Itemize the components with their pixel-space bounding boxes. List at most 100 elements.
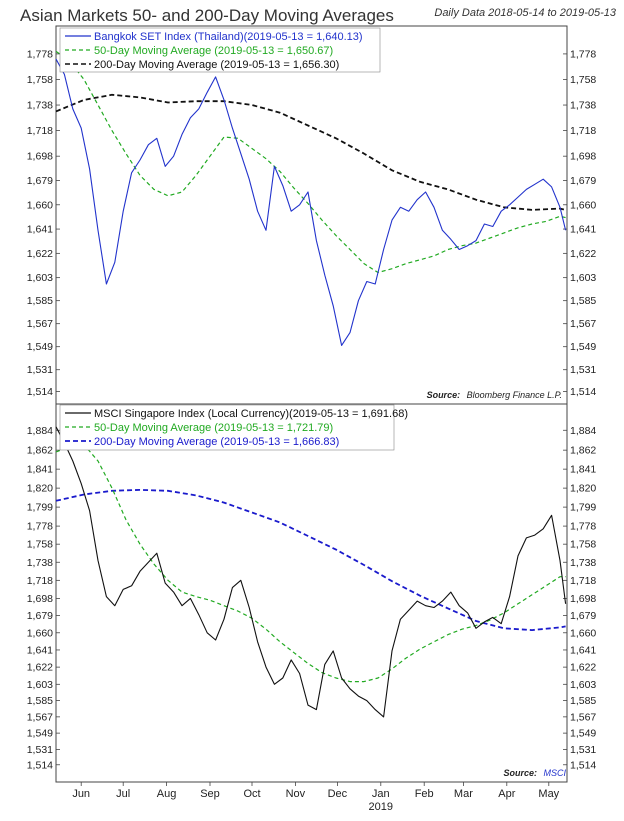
y-tick-label-left: 1,758	[27, 539, 53, 551]
y-tick-label-left: 1,799	[27, 502, 53, 514]
y-tick-label-right: 1,679	[570, 610, 596, 622]
series-line-top-1	[55, 50, 566, 274]
x-tick-label: Jan	[372, 788, 390, 800]
top-source-label: Source:	[427, 390, 461, 400]
y-tick-label-left: 1,585	[27, 695, 53, 707]
top-source-note: Source: Bloomberg Finance L.P.	[427, 390, 562, 400]
y-tick-label-left: 1,679	[27, 610, 53, 622]
y-tick-label-left: 1,622	[27, 248, 53, 260]
y-tick-label-left: 1,567	[27, 711, 53, 723]
y-tick-label-left: 1,641	[27, 224, 53, 236]
y-tick-label-right: 1,514	[570, 386, 596, 398]
series-line-top-2	[55, 93, 566, 211]
y-tick-label-left: 1,660	[27, 199, 53, 211]
y-tick-label-right: 1,567	[570, 711, 596, 723]
y-tick-label-left: 1,698	[27, 593, 53, 605]
y-tick-label-right: 1,718	[570, 575, 596, 587]
y-tick-label-right: 1,622	[570, 248, 596, 260]
y-tick-label-left: 1,531	[27, 744, 53, 756]
y-tick-label-right: 1,641	[570, 224, 596, 236]
y-tick-label-left: 1,549	[27, 728, 53, 740]
y-tick-label-left: 1,514	[27, 759, 53, 771]
x-tick-label: Dec	[328, 788, 348, 800]
y-tick-label-right: 1,820	[570, 483, 596, 495]
bottom-source-value: MSCI	[544, 768, 567, 778]
y-tick-label-right: 1,585	[570, 295, 596, 307]
y-tick-label-left: 1,549	[27, 341, 53, 353]
y-tick-label-left: 1,660	[27, 627, 53, 639]
x-tick-label: Nov	[286, 788, 306, 800]
y-tick-label-right: 1,660	[570, 627, 596, 639]
y-tick-label-left: 1,679	[27, 175, 53, 187]
bottom-plot-area	[55, 426, 567, 718]
y-tick-label-right: 1,758	[570, 539, 596, 551]
legend-200day-bottom: 200-Day Moving Average (2019-05-13 = 1,6…	[94, 436, 339, 448]
x-tick-label: Jun	[72, 788, 90, 800]
y-tick-label-right: 1,841	[570, 464, 596, 476]
y-tick-label-right: 1,514	[570, 759, 596, 771]
top-left-axis: 1,514 1,531 1,549 1,567 1,585 1,603 1,622 1,641…	[27, 48, 60, 398]
y-tick-label-left: 1,641	[27, 644, 53, 656]
y-tick-label-left: 1,531	[27, 364, 53, 376]
bottom-left-axis: 1,514 1,531 1,549 1,567 1,585 1,603 1,622 1,641…	[27, 425, 60, 771]
y-tick-label-right: 1,585	[570, 695, 596, 707]
legend-50day-top: 50-Day Moving Average (2019-05-13 = 1,65…	[94, 45, 333, 57]
x-year-label: 2019	[369, 801, 393, 813]
y-tick-label-left: 1,820	[27, 483, 53, 495]
y-tick-label-right: 1,698	[570, 151, 596, 163]
x-tick-label: Sep	[200, 788, 220, 800]
bottom-source-label: Source:	[503, 768, 537, 778]
bottom-source-note: Source: MSCI	[503, 768, 566, 778]
y-tick-label-right: 1,641	[570, 644, 596, 656]
y-tick-label-right: 1,778	[570, 521, 596, 533]
series-line-bot-2	[55, 488, 566, 631]
x-tick-label: Aug	[157, 788, 177, 800]
y-tick-label-right: 1,778	[570, 48, 596, 60]
y-tick-label-right: 1,603	[570, 272, 596, 284]
y-tick-label-left: 1,567	[27, 318, 53, 330]
bottom-panel-frame	[55, 403, 568, 783]
y-tick-label-left: 1,514	[27, 386, 53, 398]
series-line-bot-1	[55, 444, 566, 683]
y-tick-label-left: 1,841	[27, 464, 53, 476]
y-tick-label-left: 1,778	[27, 521, 53, 533]
y-tick-label-left: 1,603	[27, 679, 53, 691]
y-tick-label-right: 1,862	[570, 445, 596, 457]
y-tick-label-left: 1,603	[27, 272, 53, 284]
series-line-bot-0	[55, 426, 567, 718]
y-tick-label-right: 1,758	[570, 74, 596, 86]
top-right-axis: 1,514 1,531 1,549 1,567 1,585 1,603 1,622 1,641…	[563, 48, 596, 398]
x-tick-label: Oct	[243, 788, 260, 800]
top-source-value: Bloomberg Finance L.P.	[467, 390, 562, 400]
legend-bangkok-set: Bangkok SET Index (Thailand)(2019-05-13 …	[94, 31, 363, 43]
y-tick-label-right: 1,738	[570, 100, 596, 112]
x-tick-label: Apr	[498, 788, 515, 800]
y-tick-label-right: 1,698	[570, 593, 596, 605]
y-tick-label-right: 1,549	[570, 341, 596, 353]
legend-msci-singapore: MSCI Singapore Index (Local Currency)(20…	[94, 408, 408, 420]
y-tick-label-left: 1,718	[27, 125, 53, 137]
y-tick-label-left: 1,718	[27, 575, 53, 587]
y-tick-label-right: 1,718	[570, 125, 596, 137]
y-tick-label-left: 1,622	[27, 662, 53, 674]
bottom-legend: MSCI Singapore Index (Local Currency)(20…	[65, 408, 408, 448]
y-tick-label-left: 1,884	[27, 425, 53, 437]
y-tick-label-right: 1,799	[570, 502, 596, 514]
x-tick-label: Jul	[116, 788, 130, 800]
x-tick-label: May	[538, 788, 559, 800]
y-tick-label-left: 1,862	[27, 445, 53, 457]
y-tick-label-left: 1,758	[27, 74, 53, 86]
y-tick-label-left: 1,778	[27, 48, 53, 60]
x-axis: Jun Jul Aug Sep Oct Nov Dec Jan Feb Mar Apr May 2019	[72, 782, 560, 813]
y-tick-label-right: 1,567	[570, 318, 596, 330]
chart-title: Asian Markets 50- and 200-Day Moving Ave…	[20, 6, 394, 25]
y-tick-label-right: 1,679	[570, 175, 596, 187]
y-tick-label-left: 1,698	[27, 151, 53, 163]
legend-50day-bottom: 50-Day Moving Average (2019-05-13 = 1,72…	[94, 422, 333, 434]
x-tick-label: Mar	[454, 788, 473, 800]
bottom-right-axis: 1,514 1,531 1,549 1,567 1,585 1,603 1,622 1,641…	[563, 425, 596, 771]
y-tick-label-right: 1,531	[570, 744, 596, 756]
y-tick-label-right: 1,660	[570, 199, 596, 211]
y-tick-label-right: 1,531	[570, 364, 596, 376]
